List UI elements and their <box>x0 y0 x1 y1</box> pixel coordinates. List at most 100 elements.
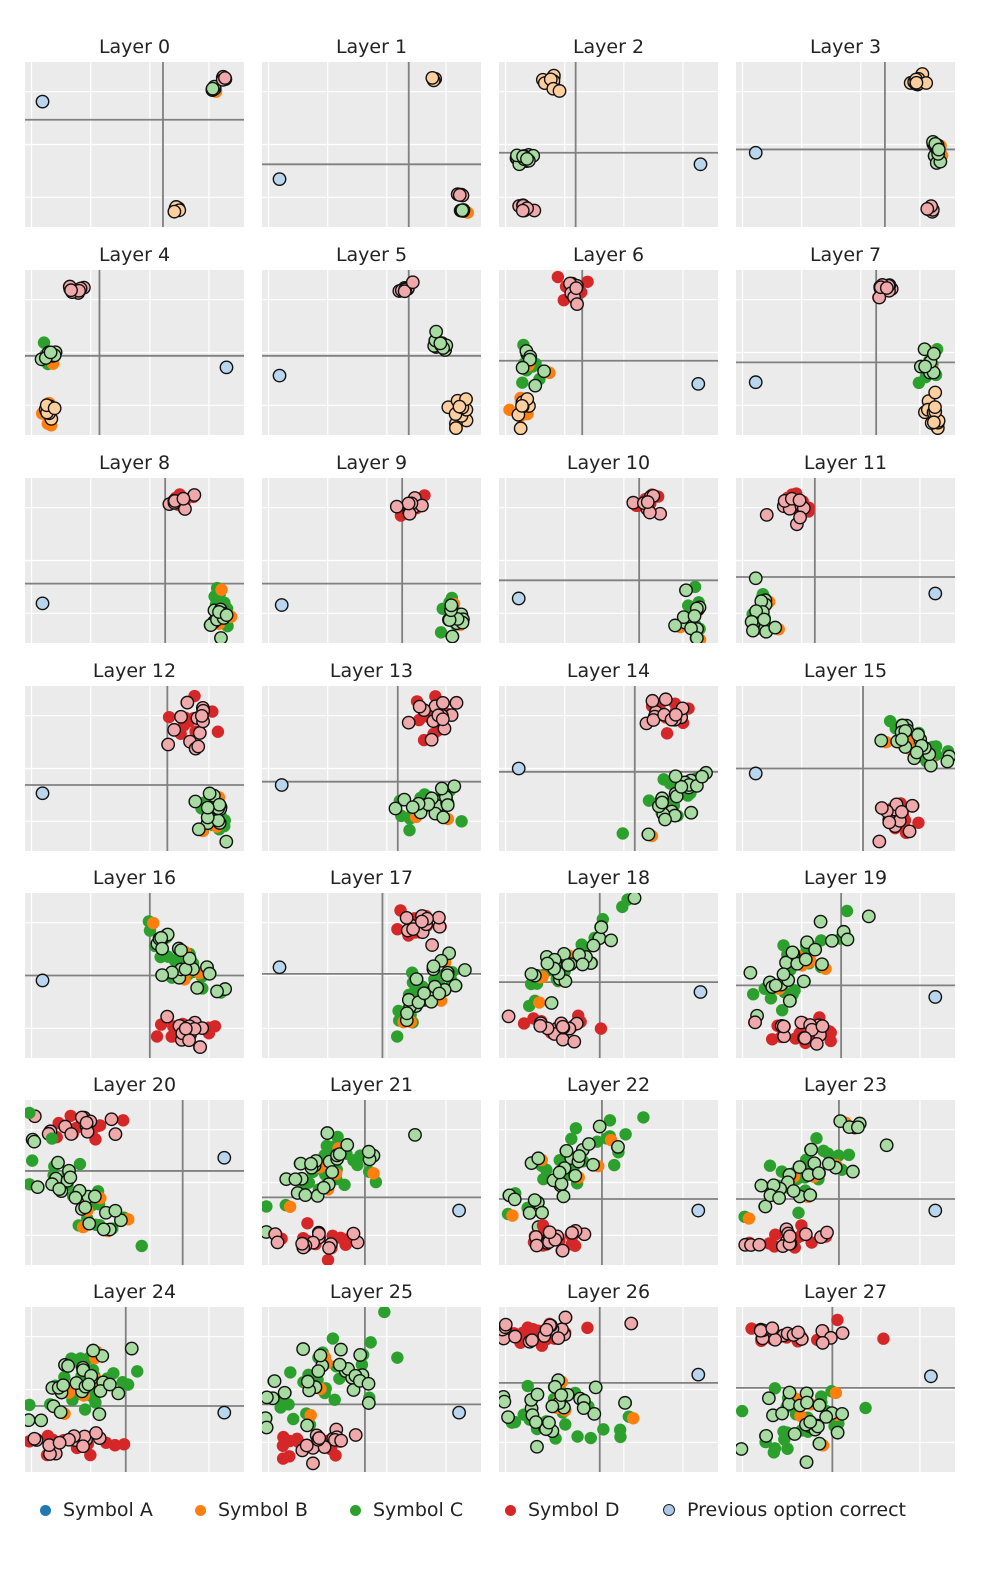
panel-title: Layer 19 <box>803 867 888 889</box>
point-symbol-c <box>262 1200 273 1213</box>
legend-marker-symbol-c <box>350 1504 361 1516</box>
point-symbol-d-previous-correct <box>565 1225 579 1240</box>
point-symbol-c-previous-correct <box>687 609 702 623</box>
point-symbol-c <box>73 1157 87 1171</box>
point-symbol-c <box>116 1376 129 1389</box>
legend-item-symbol-d: Symbol D <box>505 1495 619 1525</box>
point-symbol-c-previous-correct <box>803 1188 818 1203</box>
point-symbol-d-previous-correct <box>435 712 450 727</box>
point-symbol-d-previous-correct <box>499 1317 513 1332</box>
point-symbol-d-previous-correct <box>306 1456 320 1471</box>
point-symbol-d <box>108 1438 122 1452</box>
point-symbol-c-previous-correct <box>746 623 760 638</box>
point-symbol-c-previous-correct <box>86 1343 101 1358</box>
point-symbol-c-previous-correct <box>761 1391 776 1406</box>
point-symbol-c-previous-correct <box>528 1415 543 1430</box>
panel-title: Layer 8 <box>98 452 171 474</box>
point-symbol-d-previous-correct <box>508 1329 522 1344</box>
point-symbol-c-previous-correct <box>668 769 683 784</box>
point-symbol-d <box>594 1022 608 1035</box>
point-symbol-d-previous-correct <box>299 1438 314 1453</box>
point-symbol-c-previous-correct <box>819 1409 834 1424</box>
point-symbol-c-previous-correct <box>102 1377 117 1392</box>
point-symbol-a-previous-correct <box>748 375 763 390</box>
point-symbol-a-previous-correct <box>452 1405 467 1420</box>
scatter-panel <box>499 270 718 435</box>
point-symbol-d-previous-correct <box>334 1433 349 1448</box>
point-symbol-d-previous-correct <box>920 201 935 216</box>
point-symbol-c-previous-correct <box>772 1191 787 1205</box>
point-symbol-c-previous-correct <box>81 1377 96 1392</box>
point-symbol-c-previous-correct <box>361 1144 376 1159</box>
point-symbol-c-previous-correct <box>405 800 420 815</box>
panel-title: Layer 5 <box>335 244 408 266</box>
point-symbol-d-previous-correct <box>645 693 660 708</box>
point-symbol-c-previous-correct <box>641 827 656 842</box>
point-symbol-c-previous-correct <box>894 732 909 747</box>
point-symbol-a-previous-correct <box>35 786 50 801</box>
point-symbol-a-previous-correct <box>217 1405 232 1420</box>
point-symbol-d <box>526 1323 540 1336</box>
point-symbol-c-previous-correct <box>316 1180 331 1195</box>
point-symbol-c-previous-correct <box>792 1160 807 1175</box>
scatter-panel <box>262 270 481 435</box>
panel-title: Layer 24 <box>92 1281 177 1303</box>
panel-title: Layer 23 <box>803 1074 888 1096</box>
point-symbol-d <box>581 275 594 288</box>
point-symbol-c-previous-correct <box>340 1138 355 1152</box>
point-symbol-d-previous-correct <box>874 801 889 815</box>
point-symbol-c-previous-correct <box>522 1206 537 1220</box>
point-symbol-d-previous-correct <box>542 1225 557 1240</box>
panel-title: Layer 26 <box>566 1281 651 1303</box>
point-symbol-c <box>455 815 468 828</box>
point-symbol-c <box>364 1336 377 1349</box>
point-symbol-c-previous-correct <box>535 1205 549 1220</box>
point-symbol-a-previous-correct <box>219 360 234 375</box>
point-symbol-d <box>831 1313 844 1327</box>
point-symbol-d-previous-correct <box>76 1439 90 1454</box>
point-symbol-a-previous-correct <box>274 778 289 792</box>
point-symbol-b <box>533 996 546 1009</box>
point-symbol-d-previous-correct <box>765 1321 780 1336</box>
point-symbol-c-previous-correct <box>182 951 197 966</box>
point-symbol-d-previous-correct <box>646 713 661 727</box>
point-symbol-c-previous-correct <box>588 1380 603 1395</box>
point-symbol-c-previous-correct <box>684 805 699 820</box>
panel-title: Layer 18 <box>566 867 651 889</box>
point-symbol-c-previous-correct <box>556 1189 571 1204</box>
point-symbol-c-previous-correct <box>874 733 889 748</box>
point-symbol-c-previous-correct <box>332 1147 347 1162</box>
point-symbol-c-previous-correct <box>796 974 811 989</box>
point-symbol-d-previous-correct <box>401 496 416 511</box>
point-symbol-c-previous-correct <box>552 1165 567 1180</box>
point-symbol-c-previous-correct <box>786 1184 801 1198</box>
point-symbol-c-previous-correct <box>298 1188 313 1202</box>
point-symbol-c-previous-correct <box>618 1395 632 1410</box>
point-symbol-d-previous-correct <box>567 1034 582 1049</box>
point-symbol-c <box>331 1130 344 1144</box>
point-symbol-b-previous-correct <box>926 415 941 430</box>
point-symbol-c <box>338 1178 351 1192</box>
point-symbol-d-previous-correct <box>322 1241 336 1255</box>
point-symbol-d-previous-correct <box>174 709 188 724</box>
point-symbol-d-previous-correct <box>555 1243 570 1258</box>
point-symbol-c-previous-correct <box>586 1157 601 1172</box>
point-symbol-a-previous-correct <box>35 596 50 611</box>
point-symbol-c <box>817 1144 830 1158</box>
point-symbol-c-previous-correct <box>611 1139 625 1154</box>
point-symbol-d-previous-correct <box>798 1031 812 1045</box>
point-symbol-a-previous-correct <box>452 1203 467 1218</box>
point-symbol-b-previous-correct <box>47 401 62 416</box>
point-symbol-a-previous-correct <box>217 1150 232 1165</box>
point-symbol-d-previous-correct <box>270 1235 285 1250</box>
point-symbol-d-previous-correct <box>529 1238 544 1253</box>
point-symbol-d-previous-correct <box>753 1323 768 1338</box>
point-symbol-c-previous-correct <box>53 1405 68 1419</box>
scatter-panel <box>25 1100 244 1265</box>
point-symbol-c <box>616 827 629 840</box>
point-symbol-d-previous-correct <box>452 188 467 202</box>
point-symbol-a-previous-correct <box>928 990 943 1004</box>
point-symbol-c <box>287 1412 300 1426</box>
point-symbol-d-previous-correct <box>555 1032 570 1047</box>
